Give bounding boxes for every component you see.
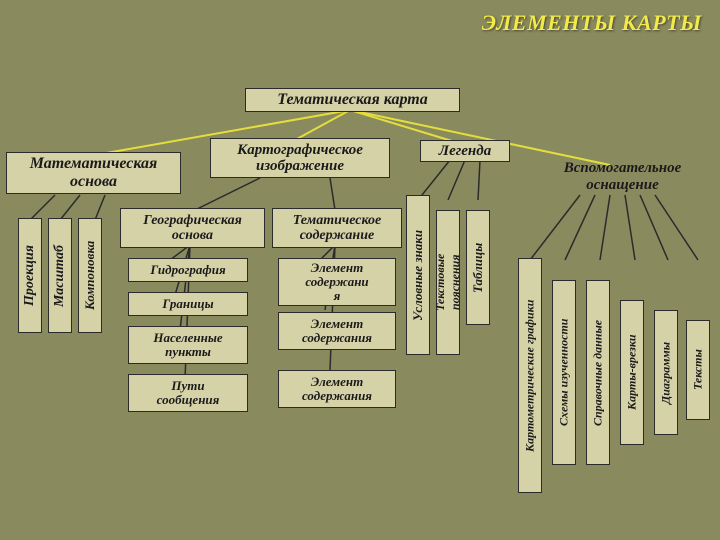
- theme-item-0: Элемент содержани я: [278, 258, 396, 306]
- legend-item-1: Текстовые пояснения: [436, 210, 460, 355]
- branch-cart-image: Картографическое изображение: [210, 138, 390, 178]
- math-item-2: Компоновка: [78, 218, 102, 333]
- aux-item-2: Справочные данные: [586, 280, 610, 465]
- page-title: ЭЛЕМЕНТЫ КАРТЫ: [482, 10, 702, 36]
- legend-item-2: Таблицы: [466, 210, 490, 325]
- aux-item-3: Карты-врезки: [620, 300, 644, 445]
- geo-item-1: Границы: [128, 292, 248, 316]
- theme-item-2: Элемент содержания: [278, 370, 396, 408]
- geo-item-0: Гидрография: [128, 258, 248, 282]
- cart-col-theme: Тематическое содержание: [272, 208, 402, 248]
- legend-item-0: Условные знаки: [406, 195, 430, 355]
- math-item-0: Проекция: [18, 218, 42, 333]
- root-node: Тематическая карта: [245, 88, 460, 112]
- theme-item-1: Элемент содержания: [278, 312, 396, 350]
- branch-legend: Легенда: [420, 140, 510, 162]
- geo-item-3: Пути сообщения: [128, 374, 248, 412]
- math-item-1: Масштаб: [48, 218, 72, 333]
- aux-item-1: Схемы изученности: [552, 280, 576, 465]
- geo-item-2: Населенные пункты: [128, 326, 248, 364]
- aux-item-5: Тексты: [686, 320, 710, 420]
- cart-col-geo: Географическая основа: [120, 208, 265, 248]
- branch-aux: Вспомогательное оснащение: [540, 160, 705, 193]
- aux-item-4: Диаграммы: [654, 310, 678, 435]
- branch-math-base: Математическая основа: [6, 152, 181, 194]
- aux-item-0: Картометрические графики: [518, 258, 542, 493]
